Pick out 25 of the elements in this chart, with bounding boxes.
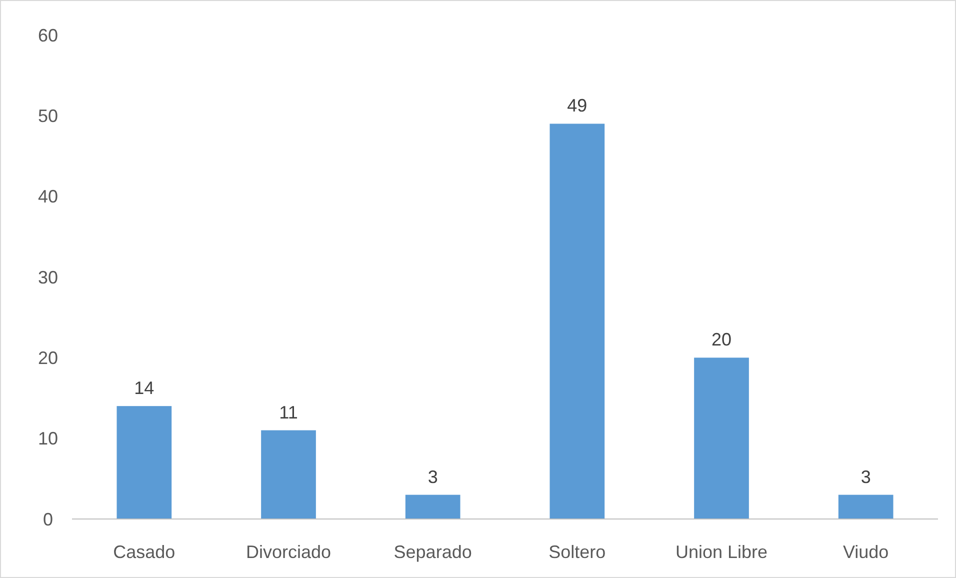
x-tick-label: Union Libre	[675, 542, 768, 562]
data-label: 11	[279, 402, 298, 422]
y-tick-label: 50	[38, 106, 58, 126]
x-tick-label: Casado	[113, 542, 176, 562]
data-label: 49	[567, 96, 588, 116]
x-tick-label: Soltero	[548, 542, 606, 562]
data-label: 3	[428, 466, 438, 487]
x-tick-label: Separado	[394, 542, 472, 562]
bar	[405, 494, 460, 519]
y-tick-label: 40	[38, 186, 58, 207]
y-tick-label: 0	[42, 509, 54, 530]
bar	[116, 406, 172, 519]
y-tick-label: 20	[38, 348, 58, 368]
bar	[694, 358, 749, 519]
x-tick-label: Divorciado	[246, 542, 332, 562]
y-tick-label: 60	[38, 25, 58, 46]
bar	[550, 124, 605, 519]
bar	[261, 430, 316, 519]
x-tick-label: Viudo	[842, 542, 889, 562]
bar	[838, 494, 894, 519]
data-label: 20	[711, 330, 732, 350]
y-tick-label: 30	[38, 267, 58, 288]
data-label: 14	[134, 378, 154, 398]
y-tick-label: 10	[38, 428, 58, 449]
data-label: 3	[860, 466, 871, 487]
